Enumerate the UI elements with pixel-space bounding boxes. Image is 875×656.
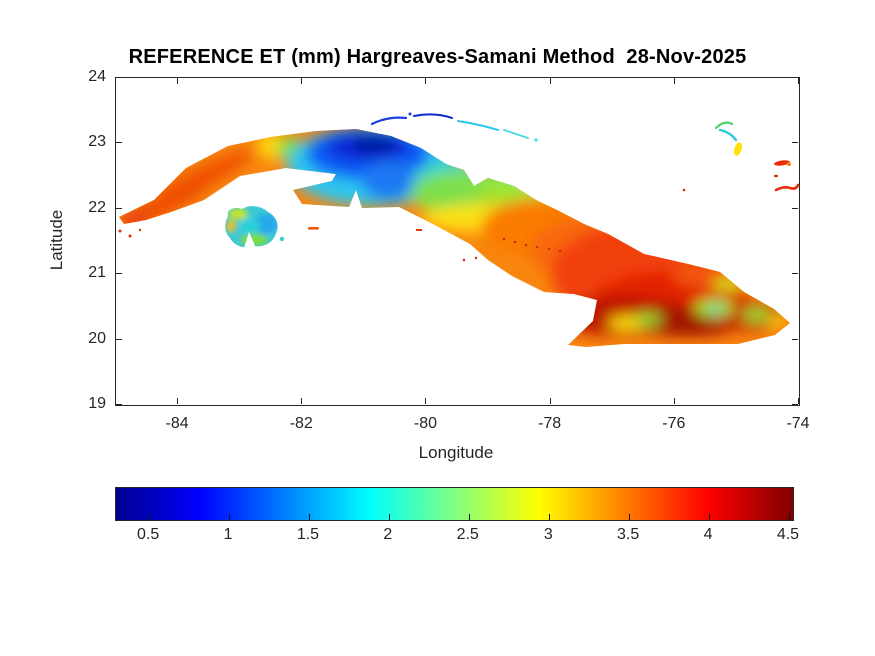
jardines-de-la-reina-cays (462, 237, 562, 262)
x-tick-mark-top (798, 78, 799, 84)
y-tick-label: 21 (88, 264, 106, 282)
y-tick-label: 24 (88, 68, 106, 85)
x-tick-mark (798, 398, 799, 404)
x-tick-mark (673, 398, 675, 404)
y-tick-mark-right (792, 338, 798, 340)
colorbar-tick-label: 0.5 (137, 526, 160, 543)
colorbar-tick-label: 4.5 (776, 526, 800, 543)
x-tick-label: -80 (413, 415, 438, 432)
cuba-et-map (118, 112, 799, 347)
y-tick-mark-right (792, 273, 798, 275)
y-axis-label: Latitude (47, 209, 66, 271)
colorbar-tick-label: 4 (703, 526, 713, 543)
x-tick-label: -74 (786, 415, 810, 432)
x-tick-label: -82 (289, 415, 313, 432)
chart-title: REFERENCE ET (mm) Hargreaves-Samani Meth… (128, 46, 747, 68)
colorbar-tick-mark (629, 514, 631, 520)
y-tick-label: 23 (88, 133, 106, 151)
colorbar-tick-label: 3 (543, 526, 553, 543)
plot-area (115, 77, 800, 406)
y-tick-label: 20 (88, 329, 106, 347)
colorbar (115, 487, 794, 521)
x-tick-mark-top (301, 78, 303, 84)
colorbar-tick-label: 1 (223, 526, 233, 543)
x-tick-mark-top (549, 78, 551, 84)
isla-de-la-juventud (225, 206, 278, 248)
colorbar-tick-mark (229, 514, 231, 520)
x-tick-mark-top (673, 78, 675, 84)
colorbar-tick-mark (388, 514, 390, 520)
main-island (119, 129, 790, 347)
y-tick-mark (116, 77, 122, 78)
colorbar-tick-label: 2.5 (456, 526, 479, 543)
x-tick-mark (549, 398, 551, 404)
x-tick-label: -78 (538, 415, 562, 432)
colorbar-tick-mark (549, 514, 551, 520)
x-tick-mark-top (177, 78, 179, 84)
colorbar-tick-label: 1.5 (296, 526, 320, 543)
x-tick-mark (177, 398, 179, 404)
x-tick-label: -76 (662, 415, 686, 432)
x-tick-mark (425, 398, 427, 404)
y-tick-mark (116, 338, 122, 340)
y-tick-mark-right (792, 142, 798, 144)
colorbar-tick-mark (788, 514, 790, 520)
colorbar-tick-mark (468, 514, 470, 520)
misc-cays (118, 227, 422, 238)
bahamas-islets (682, 121, 799, 192)
y-tick-label: 22 (88, 198, 106, 216)
colorbar-tick-mark (308, 514, 310, 520)
x-tick-label: -84 (165, 415, 189, 432)
x-tick-mark (301, 398, 303, 404)
y-tick-mark-right (792, 207, 798, 209)
y-tick-mark (116, 404, 122, 405)
x-axis-label: Longitude (418, 443, 494, 462)
y-tick-mark-right (792, 404, 798, 405)
colorbar-tick-label: 3.5 (617, 526, 640, 543)
x-tick-mark-top (425, 78, 427, 84)
y-tick-mark (116, 207, 122, 209)
y-tick-label: 19 (88, 395, 106, 412)
colorbar-tick-mark (149, 514, 151, 520)
colorbar-tick-label: 2 (383, 526, 393, 543)
colorbar-tick-mark (709, 514, 711, 520)
north-coast-cays (370, 112, 538, 142)
y-tick-mark (116, 142, 122, 144)
islet-east-of-isla (279, 236, 285, 242)
y-tick-mark-right (792, 77, 798, 78)
y-tick-mark (116, 273, 122, 275)
